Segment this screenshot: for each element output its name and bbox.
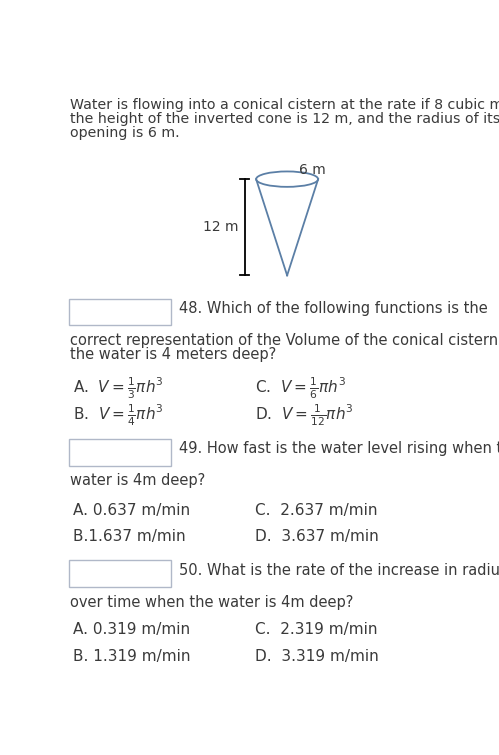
Text: D.  $V = \frac{1}{12}\pi h^3$: D. $V = \frac{1}{12}\pi h^3$	[254, 402, 353, 428]
Text: A. 0.319 m/min: A. 0.319 m/min	[73, 622, 190, 637]
Text: 50. What is the rate of the increase in radius: 50. What is the rate of the increase in …	[179, 562, 499, 578]
Text: D.  3.637 m/min: D. 3.637 m/min	[254, 529, 378, 544]
Text: A. 0.637 m/min: A. 0.637 m/min	[73, 503, 190, 517]
Text: 48. Which of the following functions is the: 48. Which of the following functions is …	[179, 300, 488, 316]
Text: Water is flowing into a conical cistern at the rate if 8 cubic m/min. If: Water is flowing into a conical cistern …	[70, 98, 499, 112]
Text: 6 m: 6 m	[299, 163, 325, 177]
Text: D.  3.319 m/min: D. 3.319 m/min	[254, 649, 378, 664]
Text: over time when the water is 4m deep?: over time when the water is 4m deep?	[70, 595, 353, 610]
Text: 12 m: 12 m	[203, 220, 239, 234]
Text: C.  2.637 m/min: C. 2.637 m/min	[254, 503, 377, 517]
Text: B. 1.319 m/min: B. 1.319 m/min	[73, 649, 191, 664]
FancyBboxPatch shape	[68, 560, 171, 587]
Text: the height of the inverted cone is 12 m, and the radius of its circular: the height of the inverted cone is 12 m,…	[70, 112, 499, 126]
Text: 49. How fast is the water level rising when the: 49. How fast is the water level rising w…	[179, 441, 499, 456]
FancyBboxPatch shape	[68, 298, 171, 325]
Text: B.  $V = \frac{1}{4}\pi h^3$: B. $V = \frac{1}{4}\pi h^3$	[73, 402, 164, 428]
Text: opening is 6 m.: opening is 6 m.	[70, 126, 180, 140]
Text: C.  2.319 m/min: C. 2.319 m/min	[254, 622, 377, 637]
Text: C.  $V = \frac{1}{6}\pi h^3$: C. $V = \frac{1}{6}\pi h^3$	[254, 375, 345, 401]
Text: correct representation of the Volume of the conical cistern when: correct representation of the Volume of …	[70, 333, 499, 348]
Text: B.1.637 m/min: B.1.637 m/min	[73, 529, 186, 544]
Text: A.  $V = \frac{1}{3}\pi h^3$: A. $V = \frac{1}{3}\pi h^3$	[73, 375, 164, 401]
Text: the water is 4 meters deep?: the water is 4 meters deep?	[70, 347, 276, 362]
FancyBboxPatch shape	[68, 439, 171, 466]
Text: water is 4m deep?: water is 4m deep?	[70, 473, 206, 488]
